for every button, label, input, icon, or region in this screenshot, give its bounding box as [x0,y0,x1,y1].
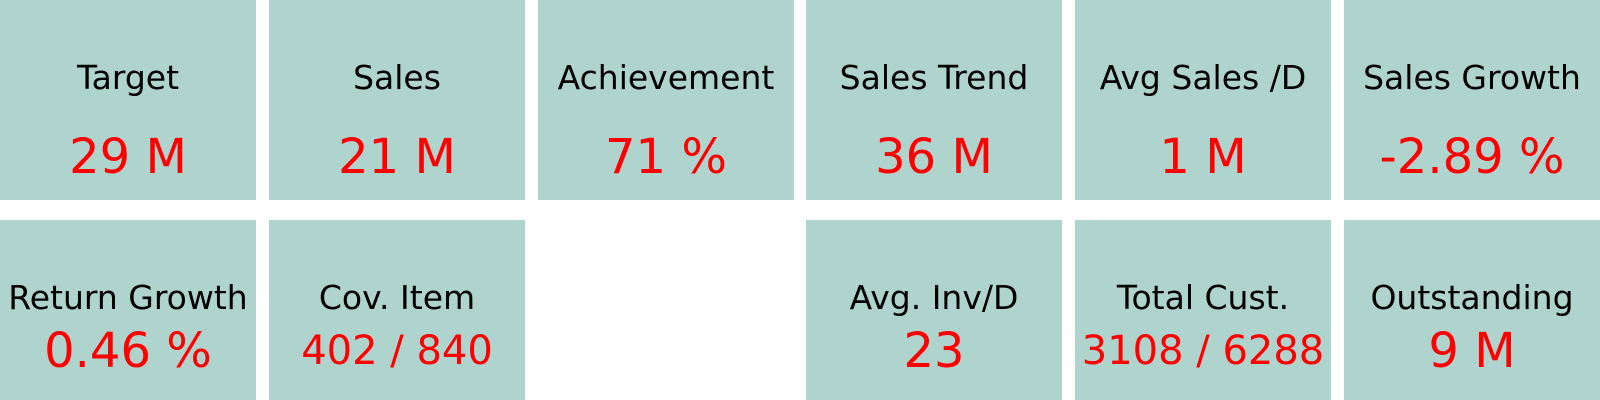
kpi-label: Return Growth [8,278,248,317]
kpi-card-sales-trend: Sales Trend 36 M [806,0,1062,200]
kpi-value: 29 M [69,129,187,185]
kpi-value: 402 / 840 [301,328,493,374]
kpi-value: 0.46 % [44,323,212,379]
kpi-value: 23 [903,323,965,379]
kpi-label: Avg. Inv/D [849,278,1019,317]
kpi-card-total-customers: Total Cust. 3108 / 6288 [1075,220,1331,400]
kpi-value: 9 M [1428,323,1516,379]
kpi-label: Target [76,58,180,97]
kpi-value: -2.89 % [1379,129,1565,185]
kpi-card-sales: Sales 21 M [269,0,525,200]
kpi-card-avg-sales-per-day: Avg Sales /D 1 M [1075,0,1331,200]
kpi-label: Sales Trend [839,58,1029,97]
kpi-value: 71 % [605,129,727,185]
kpi-card-target: Target 29 M [0,0,256,200]
kpi-value: 36 M [875,129,993,185]
kpi-card-return-growth: Return Growth 0.46 % [0,220,256,400]
kpi-value: 1 M [1159,129,1247,185]
kpi-value: 21 M [338,129,456,185]
kpi-card-covered-items: Cov. Item 402 / 840 [269,220,525,400]
kpi-card-avg-invoices-per-day: Avg. Inv/D 23 [806,220,1062,400]
kpi-label: Avg Sales /D [1099,58,1307,97]
kpi-label: Cov. Item [318,278,476,317]
kpi-label: Sales [353,58,441,97]
kpi-card-sales-growth: Sales Growth -2.89 % [1344,0,1600,200]
kpi-card-outstanding: Outstanding 9 M [1344,220,1600,400]
kpi-label: Outstanding [1370,278,1574,317]
kpi-label: Achievement [557,58,775,97]
kpi-card-achievement: Achievement 71 % [538,0,794,200]
kpi-value: 3108 / 6288 [1081,328,1325,374]
kpi-label: Total Cust. [1116,278,1290,317]
kpi-label: Sales Growth [1363,58,1581,97]
